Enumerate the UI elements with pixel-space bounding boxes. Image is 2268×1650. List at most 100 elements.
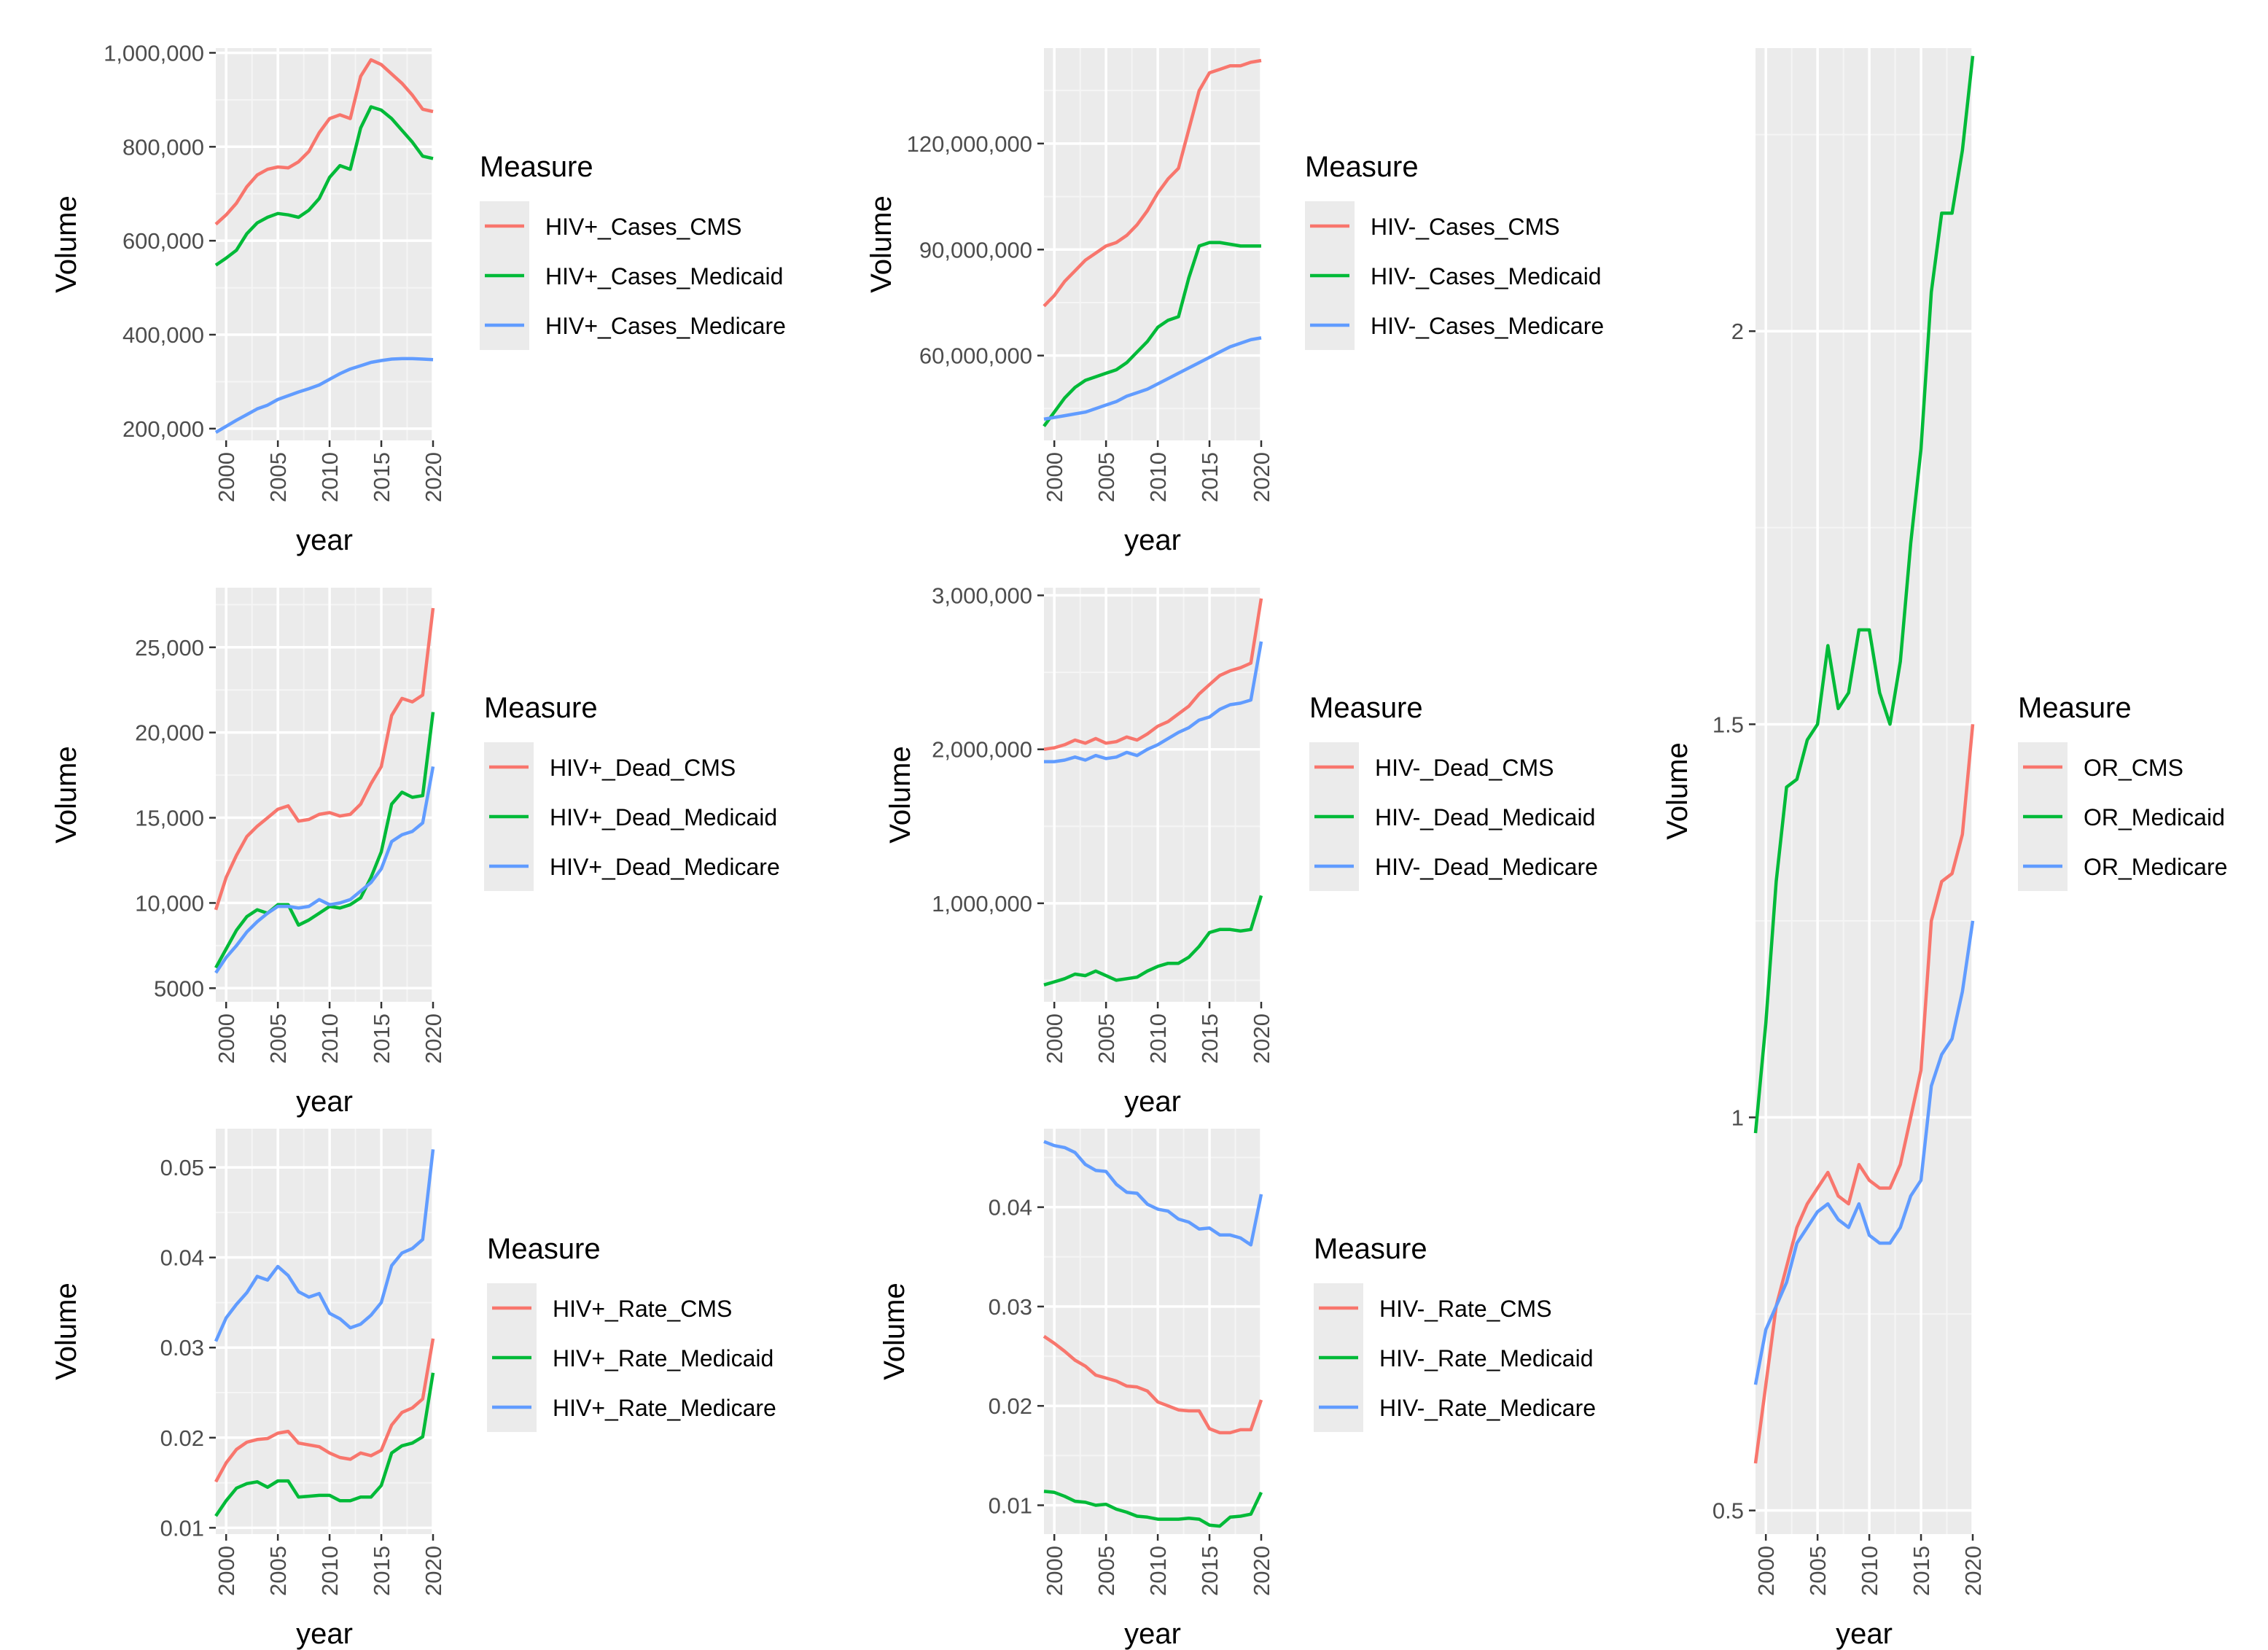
series-line-hiv-rate-cms <box>214 1338 435 1483</box>
legend-label: OR_Medicare <box>2084 854 2227 880</box>
legend-title: Measure <box>487 1233 601 1265</box>
legend: Measure HIV+_Dead_CMS HIV+_Dead_Medicaid HI… <box>484 692 780 891</box>
x-tick-label: 2015 <box>369 1013 394 1064</box>
legend: Measure OR_CMS OR_Medicaid OR_Medicare <box>2018 692 2227 891</box>
x-tick-label: 2000 <box>1753 1546 1779 1596</box>
legend-label: HIV-_Rate_Medicare <box>1379 1395 1596 1421</box>
panel-background <box>216 1129 433 1534</box>
panel-background <box>1755 48 1973 1534</box>
y-tick-label: 60,000,000 <box>919 343 1032 369</box>
series-line-hiv-rate-medicare <box>214 1149 435 1342</box>
legend-label: OR_Medicaid <box>2084 804 2225 830</box>
x-tick-label: 2005 <box>1094 452 1119 502</box>
y-tick-label: 0.05 <box>160 1155 204 1180</box>
series-line-hiv-cases-medicaid <box>214 105 434 267</box>
y-tick-label: 0.02 <box>989 1393 1032 1419</box>
legend-label: HIV-_Dead_Medicaid <box>1375 804 1595 830</box>
x-tick-label: 2005 <box>265 1546 291 1596</box>
y-tick-label: 0.03 <box>160 1335 204 1361</box>
series-line-hiv-dead-medicaid <box>1043 895 1263 987</box>
legend-label: HIV+_Cases_Medicaid <box>545 263 783 289</box>
y-tick-label: 1 <box>1731 1105 1744 1130</box>
x-tick-label: 2020 <box>421 1013 446 1064</box>
legend-label: HIV+_Rate_Medicaid <box>553 1345 773 1371</box>
legend-label: HIV-_Cases_Medicare <box>1371 313 1604 339</box>
y-axis-title: Volume <box>884 746 916 843</box>
x-tick-label: 2005 <box>265 452 291 502</box>
chart-hiv-pos-dead: 5000 10,000 15,000 20,000 25,000 2000 2005 2010… <box>50 588 780 1118</box>
chart-hiv-neg-cases: 60,000,000 90,000,000 120,000,000 2000 2005 2… <box>865 48 1604 556</box>
series-line-hiv-dead-medicare <box>1044 641 1263 763</box>
legend-title: Measure <box>1309 692 1423 724</box>
legend-label: HIV+_Dead_Medicare <box>550 854 780 880</box>
x-tick-label: 2015 <box>1197 1546 1223 1596</box>
series-line-or-medicare <box>1753 920 1975 1385</box>
legend-label: HIV-_Dead_CMS <box>1375 755 1554 781</box>
y-tick-label: 1,000,000 <box>104 40 204 66</box>
x-tick-label: 2005 <box>1805 1546 1831 1596</box>
legend-label: HIV-_Rate_Medicaid <box>1379 1345 1593 1371</box>
x-tick-label: 2005 <box>265 1013 291 1064</box>
legend: Measure HIV+_Rate_CMS HIV+_Rate_Medicaid HI… <box>487 1233 776 1432</box>
legend-title: Measure <box>480 151 593 183</box>
y-tick-label: 0.01 <box>160 1515 204 1541</box>
series-line-hiv-rate-cms <box>1043 1334 1263 1435</box>
x-axis-title: year <box>296 1618 353 1650</box>
x-axis-title: year <box>296 1086 353 1118</box>
x-tick-label: 2020 <box>1960 1546 1986 1596</box>
y-tick-label: 0.02 <box>160 1425 204 1451</box>
legend-label: HIV+_Cases_CMS <box>545 214 741 240</box>
x-tick-label: 2005 <box>1094 1013 1119 1064</box>
x-tick-label: 2015 <box>369 1546 394 1596</box>
x-tick-label: 2010 <box>317 452 343 502</box>
legend-title: Measure <box>1305 151 1419 183</box>
legend-label: HIV+_Rate_CMS <box>553 1296 732 1322</box>
x-tick-label: 2000 <box>214 1013 239 1064</box>
y-axis-title: Volume <box>865 195 897 292</box>
x-axis-title: year <box>296 524 353 556</box>
x-tick-label: 2000 <box>214 452 239 502</box>
y-tick-label: 0.04 <box>989 1195 1032 1221</box>
series-line-hiv-dead-cms <box>1043 598 1263 751</box>
y-tick-label: 20,000 <box>135 720 204 746</box>
y-tick-label: 3,000,000 <box>932 583 1032 609</box>
y-axis-title: Volume <box>50 1283 82 1379</box>
y-tick-label: 120,000,000 <box>907 131 1032 157</box>
y-tick-label: 600,000 <box>122 228 204 254</box>
series-line-hiv-cases-medicaid <box>1043 241 1261 427</box>
legend: Measure HIV-_Cases_CMS HIV-_Cases_Medicaid… <box>1305 151 1604 350</box>
x-axis-title: year <box>1124 1618 1181 1650</box>
x-tick-label: 2015 <box>1909 1546 1934 1596</box>
x-tick-label: 2020 <box>1249 1546 1274 1596</box>
series-line-hiv-rate-medicaid <box>1043 1490 1263 1528</box>
y-axis-title: Volume <box>1661 742 1694 839</box>
panel-background <box>1044 588 1261 1002</box>
y-tick-label: 2,000,000 <box>932 737 1032 763</box>
series-line-hiv-cases-cms <box>214 58 434 226</box>
x-tick-label: 2000 <box>1042 1013 1067 1064</box>
x-tick-label: 2015 <box>369 452 394 502</box>
y-tick-label: 90,000,000 <box>919 237 1032 262</box>
chart-hiv-neg-dead: 1,000,000 2,000,000 3,000,000 2000 2005 2010 2… <box>884 583 1598 1118</box>
series-line-hiv-rate-medicaid <box>214 1372 435 1517</box>
y-tick-label: 5000 <box>154 976 204 1001</box>
series-line-hiv-cases-cms <box>1043 58 1262 308</box>
x-axis-title: year <box>1836 1618 1893 1650</box>
x-tick-label: 2000 <box>214 1546 239 1596</box>
x-tick-label: 2010 <box>1145 452 1171 502</box>
y-tick-label: 1.5 <box>1712 712 1744 737</box>
legend: Measure HIV+_Cases_CMS HIV+_Cases_Medicaid… <box>480 151 786 350</box>
legend-label: HIV-_Rate_CMS <box>1379 1296 1552 1322</box>
legend-label: OR_CMS <box>2084 755 2183 781</box>
legend-title: Measure <box>2018 692 2132 724</box>
legend-label: HIV+_Rate_Medicare <box>553 1395 776 1421</box>
series-line-hiv-rate-medicare <box>1043 1140 1263 1247</box>
y-axis-title: Volume <box>50 746 82 843</box>
x-tick-label: 2010 <box>1145 1013 1171 1064</box>
x-axis-title: year <box>1124 524 1181 556</box>
x-tick-label: 2015 <box>1197 452 1223 502</box>
x-tick-label: 2015 <box>1197 1013 1223 1064</box>
y-tick-label: 0.5 <box>1712 1498 1744 1524</box>
y-tick-label: 0.01 <box>989 1493 1032 1518</box>
